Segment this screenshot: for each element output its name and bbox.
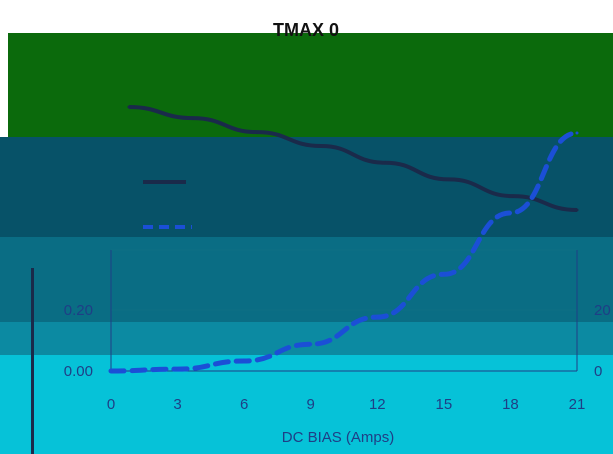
- left-axis-strip: [31, 268, 34, 454]
- band-green: [8, 33, 613, 137]
- x-tick-label: 18: [502, 396, 519, 413]
- x-tick-label: 3: [173, 396, 181, 413]
- chart-title: TMAX 0: [273, 20, 339, 40]
- series-layer: [108, 105, 580, 374]
- series-point-1: [309, 342, 313, 346]
- series-point-1: [575, 131, 579, 135]
- series-point-0: [575, 208, 579, 212]
- y-right-tick-label: 20: [594, 302, 611, 319]
- series-point-1: [508, 211, 512, 215]
- series-point-0: [127, 105, 131, 109]
- x-axis-title: DC BIAS (Amps): [282, 429, 395, 446]
- series-point-1: [375, 315, 379, 319]
- plot-frame: [110, 250, 578, 372]
- background-bands: [0, 33, 613, 454]
- series-line-0: [128, 105, 578, 212]
- x-tick-label: 6: [240, 396, 248, 413]
- series-point-0: [255, 130, 259, 134]
- series-point-0: [191, 116, 195, 120]
- band-teal-light: [0, 322, 613, 355]
- series-point-0: [383, 161, 387, 165]
- series-point-1: [109, 369, 113, 373]
- x-tick-label: 21: [569, 396, 586, 413]
- series-point-0: [319, 144, 323, 148]
- band-teal-mid: [0, 237, 613, 322]
- series-point-1: [242, 359, 246, 363]
- series-point-0: [511, 194, 515, 198]
- grid-lines: [111, 249, 577, 311]
- series-point-0: [447, 177, 451, 181]
- x-tick-labels: 0 3 6 9 12 15 18 21: [107, 396, 586, 413]
- y-left-tick-label: 0.20: [64, 302, 93, 319]
- y-right-tick-labels: 0 20: [594, 302, 611, 380]
- x-tick-label: 9: [307, 396, 315, 413]
- series-point-1: [176, 367, 180, 371]
- y-left-tick-label: 0.00: [64, 363, 93, 380]
- y-left-tick-labels: 0.00 0.20: [64, 302, 93, 380]
- y-right-tick-label: 0: [594, 363, 602, 380]
- band-teal-dark: [0, 137, 613, 237]
- x-tick-label: 0: [107, 396, 115, 413]
- series-point-1: [442, 272, 446, 276]
- x-tick-label: 15: [436, 396, 453, 413]
- x-tick-label: 12: [369, 396, 386, 413]
